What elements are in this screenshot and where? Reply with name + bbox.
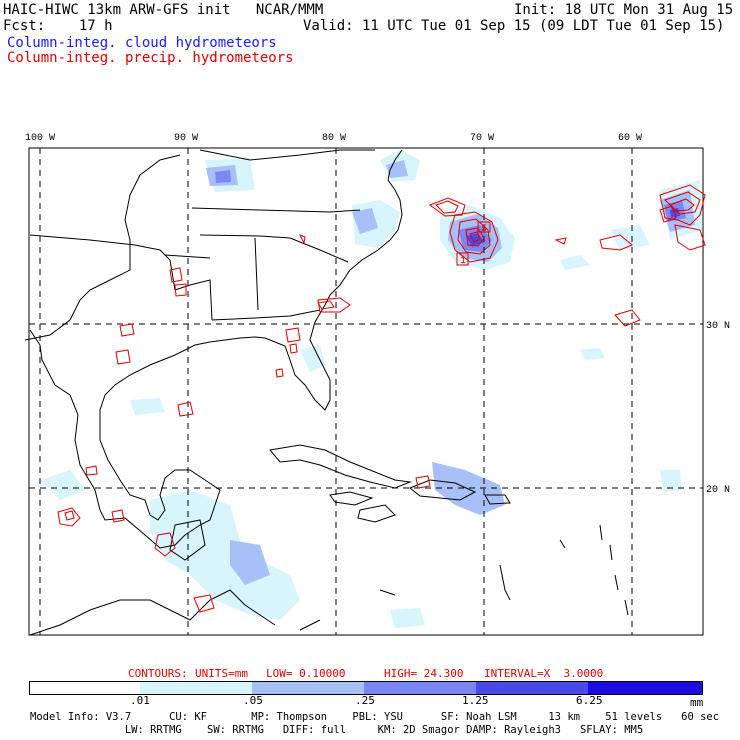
contours-units: UNITS=mm	[195, 667, 248, 680]
init-time: Init: 18 UTC Mon 31 Aug 15	[514, 2, 734, 18]
lon-label-80w: 80 W	[322, 133, 346, 144]
field-cloud-label: Column-integ. cloud hydrometeors	[7, 35, 277, 51]
contour-label-5: 5	[481, 224, 487, 235]
colorbar-bin-4	[364, 681, 476, 695]
precip-contours	[57, 184, 706, 613]
contours-high: HIGH= 24.300	[384, 667, 464, 680]
valid-time: Valid: 11 UTC Tue 01 Sep 15 (09 LDT Tue …	[303, 18, 725, 34]
colorbar-bin-5	[476, 681, 588, 695]
colorbar-bin-1	[29, 681, 141, 695]
model-info-line-1: Model Info: V3.7 CU: KF MP: Thompson PBL…	[30, 711, 720, 723]
lon-label-70w: 70 W	[470, 133, 494, 144]
map-frame	[28, 147, 704, 636]
colorbar-tick-1: .05	[243, 694, 263, 707]
colorbar-units: mm	[690, 696, 704, 709]
lon-label-100w: 100 W	[25, 133, 55, 144]
contour-label-1: 1	[460, 256, 466, 267]
colorbar-tick-4: 6.25	[576, 694, 603, 707]
coastlines	[24, 149, 629, 636]
contours-label: CONTOURS:	[128, 667, 188, 680]
forecast-hour: Fcst: 17 h	[3, 18, 113, 34]
lon-label-60w: 60 W	[618, 133, 642, 144]
gridlines	[29, 148, 703, 635]
lat-label-20n: 20 N	[706, 485, 730, 496]
contours-interval: INTERVAL=X 3.0000	[484, 667, 604, 680]
colorbar-bin-6	[588, 681, 703, 695]
colorbar-bin-3	[252, 681, 364, 695]
lon-label-90w: 90 W	[174, 133, 198, 144]
model-title: HAIC-HIWC 13km ARW-GFS init NCAR/MMM	[3, 2, 324, 18]
cloud-shading	[40, 150, 702, 628]
model-info-line-2: LW: RRTMG SW: RRTMG DIFF: full KM: 2D Sm…	[30, 724, 644, 736]
colorbar-tick-0: .01	[130, 694, 150, 707]
contours-low: LOW= 0.10000	[266, 667, 346, 680]
lat-label-30n: 30 N	[706, 321, 730, 332]
colorbar-tick-3: 1.25	[462, 694, 489, 707]
colorbar-tick-2: .25	[355, 694, 375, 707]
field-precip-label: Column-integ. precip. hydrometeors	[7, 50, 294, 66]
colorbar-bin-2	[140, 681, 252, 695]
